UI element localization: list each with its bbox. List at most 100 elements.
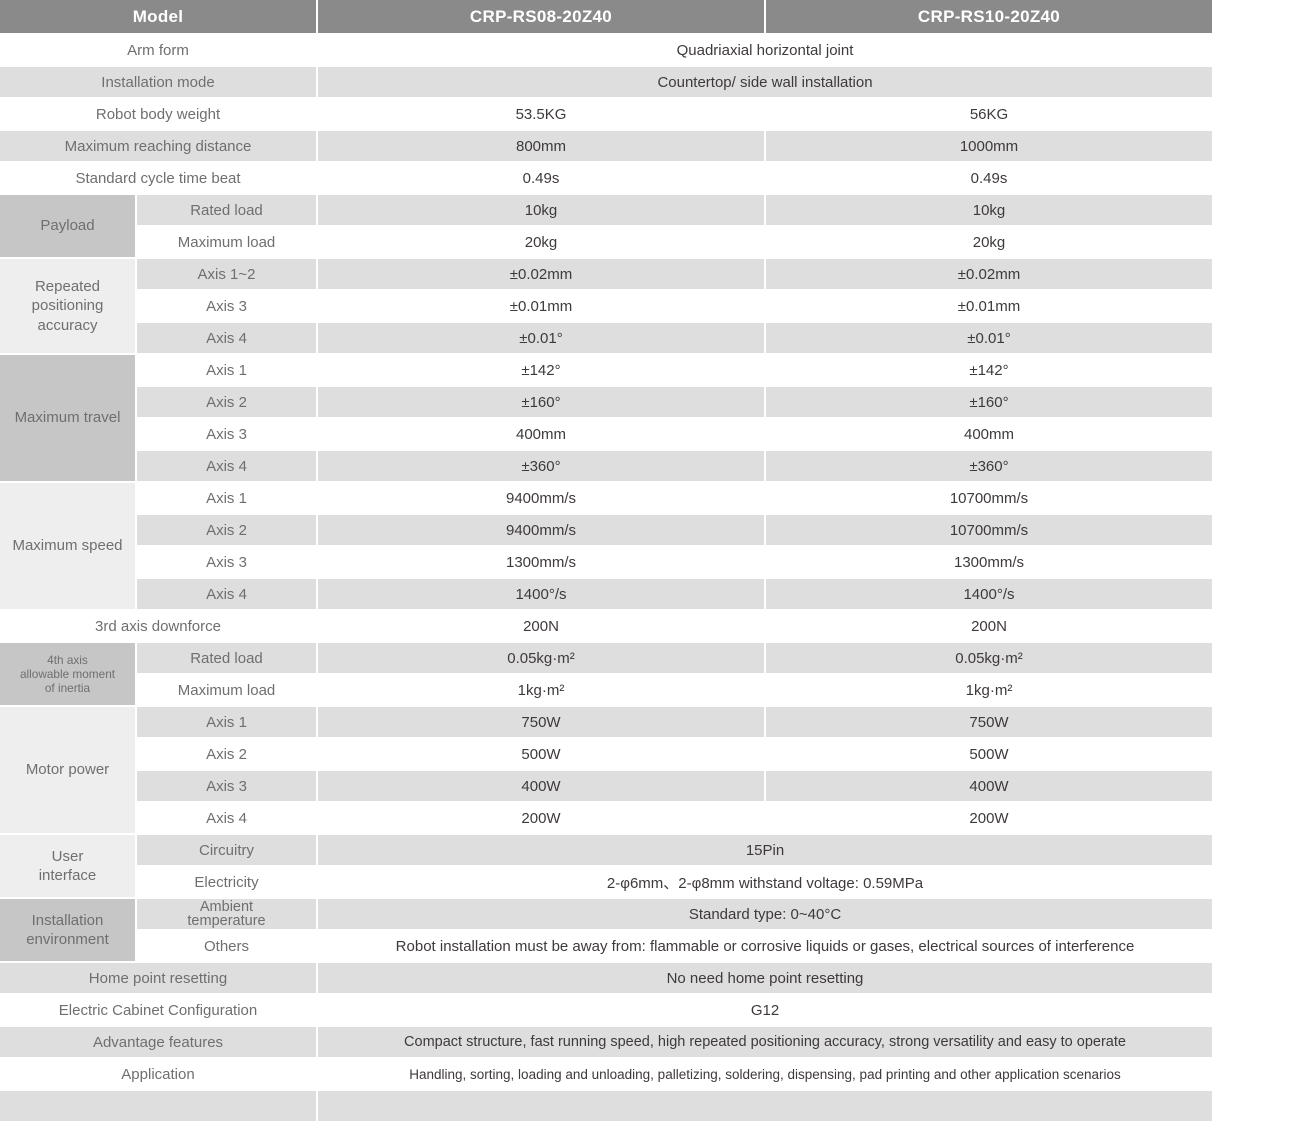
row-value: Quadriaxial horizontal joint [318, 35, 1212, 65]
row-value-a: ±160° [318, 387, 764, 417]
row-label: Arm form [0, 35, 316, 65]
row-value-b: 1400°/s [766, 579, 1212, 609]
row-value-a: 0.49s [318, 163, 764, 193]
row-value-a: 400mm [318, 419, 764, 449]
row-sublabel: Axis 4 [137, 451, 316, 481]
row-value-b: 200N [766, 611, 1212, 641]
row-label: Maximum reaching distance [0, 131, 316, 161]
row-sublabel: Axis 4 [137, 323, 316, 353]
row-value-b: ±160° [766, 387, 1212, 417]
group-label: Installation environment [0, 899, 135, 961]
row-value-a: 800mm [318, 131, 764, 161]
group-label: Payload [0, 195, 135, 257]
row-sublabel: Axis 4 [137, 579, 316, 609]
row-value-b: 20kg [766, 227, 1212, 257]
group-label: Repeated positioning accuracy [0, 259, 135, 353]
row-sublabel: Axis 1 [137, 355, 316, 385]
row-label: Electric Cabinet Configuration [0, 995, 316, 1025]
row-sublabel: Ambient temperature [137, 899, 316, 929]
row-value-b: 400mm [766, 419, 1212, 449]
row-sublabel: Maximum load [137, 675, 316, 705]
row-value-b: 1kg·m² [766, 675, 1212, 705]
row-value-a: 0.05kg·m² [318, 643, 764, 673]
row-value-b: 0.05kg·m² [766, 643, 1212, 673]
row-value-b: ±360° [766, 451, 1212, 481]
row-value-a: ±360° [318, 451, 764, 481]
row-value-a: 500W [318, 739, 764, 769]
row-label: Advantage features [0, 1027, 316, 1057]
row-value: Countertop/ side wall installation [318, 67, 1212, 97]
row-sublabel: Axis 3 [137, 291, 316, 321]
row-value: Compact structure, fast running speed, h… [318, 1027, 1212, 1057]
group-label: User interface [0, 835, 135, 897]
row-value-b: 10kg [766, 195, 1212, 225]
row-sublabel: Axis 3 [137, 771, 316, 801]
row-value-b: 1300mm/s [766, 547, 1212, 577]
row-sublabel: Maximum load [137, 227, 316, 257]
row-label: Home point resetting [0, 963, 316, 993]
row-value: Robot installation must be away from: fl… [318, 931, 1212, 961]
row-value: 15Pin [318, 835, 1212, 865]
group-label: Maximum speed [0, 483, 135, 609]
row-value-a: ±142° [318, 355, 764, 385]
row-sublabel: Axis 1~2 [137, 259, 316, 289]
row-value: No need home point resetting [318, 963, 1212, 993]
header-model-cell: Model [0, 0, 316, 33]
row-value-a: 1300mm/s [318, 547, 764, 577]
row-value: G12 [318, 995, 1212, 1025]
row-sublabel: Axis 1 [137, 483, 316, 513]
header-model-a-cell: CRP-RS08-20Z40 [318, 0, 764, 33]
header-model-b-cell: CRP-RS10-20Z40 [766, 0, 1212, 33]
row-value: Handling, sorting, loading and unloading… [318, 1059, 1212, 1089]
row-sublabel: Axis 2 [137, 515, 316, 545]
group-label: Maximum travel [0, 355, 135, 481]
group-label: 4th axis allowable moment of inertia [0, 643, 135, 705]
row-value-b: 10700mm/s [766, 483, 1212, 513]
row-value-b: 1000mm [766, 131, 1212, 161]
row-sublabel: Electricity [137, 867, 316, 897]
group-label: Motor power [0, 707, 135, 833]
row-sublabel: Rated load [137, 195, 316, 225]
row-value-a: 750W [318, 707, 764, 737]
row-label: Standard cycle time beat [0, 163, 316, 193]
row-value-a: 9400mm/s [318, 483, 764, 513]
row-value-a: ±0.01° [318, 323, 764, 353]
row-label: Robot body weight [0, 99, 316, 129]
row-value-a: 400W [318, 771, 764, 801]
row-value-b: 56KG [766, 99, 1212, 129]
row-value-b: ±0.01mm [766, 291, 1212, 321]
row-value-a: 20kg [318, 227, 764, 257]
row-value-a: 1kg·m² [318, 675, 764, 705]
spec-table: Model CRP-RS08-20Z40 CRP-RS10-20Z40 Arm … [0, 0, 1212, 1121]
row-sublabel: Circuitry [137, 835, 316, 865]
row-value: Standard type: 0~40°C [318, 899, 1212, 929]
row-sublabel: Axis 1 [137, 707, 316, 737]
row-value-a: 10kg [318, 195, 764, 225]
row-value-a: 200W [318, 803, 764, 833]
row-value-b: 750W [766, 707, 1212, 737]
row-value-a: 53.5KG [318, 99, 764, 129]
row-value-a: ±0.01mm [318, 291, 764, 321]
row-sublabel: Axis 4 [137, 803, 316, 833]
row-sublabel: Axis 3 [137, 547, 316, 577]
row-sublabel: Axis 3 [137, 419, 316, 449]
row-sublabel: Rated load [137, 643, 316, 673]
row-value-a: ±0.02mm [318, 259, 764, 289]
row-sublabel: Axis 2 [137, 739, 316, 769]
row-value-b: ±0.01° [766, 323, 1212, 353]
row-value-b: 400W [766, 771, 1212, 801]
row-label: Installation mode [0, 67, 316, 97]
row-value-a: 9400mm/s [318, 515, 764, 545]
row-label: Application [0, 1059, 316, 1089]
row-value-b: 0.49s [766, 163, 1212, 193]
row-sublabel: Others [137, 931, 316, 961]
row-value-b: ±0.02mm [766, 259, 1212, 289]
row-value-a: 200N [318, 611, 764, 641]
row-sublabel: Axis 2 [137, 387, 316, 417]
row-label: 3rd axis downforce [0, 611, 316, 641]
row-value-b: ±142° [766, 355, 1212, 385]
row-value-a: 1400°/s [318, 579, 764, 609]
row-value-b: 500W [766, 739, 1212, 769]
row-value-b: 10700mm/s [766, 515, 1212, 545]
row-value: 2-φ6mm、2-φ8mm withstand voltage: 0.59MPa [318, 867, 1212, 897]
